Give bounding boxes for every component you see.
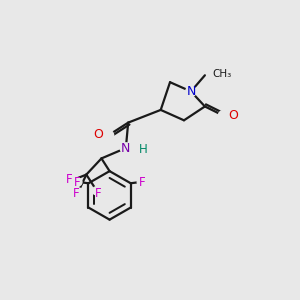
Ellipse shape: [186, 86, 196, 97]
Ellipse shape: [137, 178, 146, 186]
Ellipse shape: [92, 187, 101, 195]
Text: F: F: [139, 176, 145, 189]
Text: F: F: [66, 173, 73, 186]
Text: F: F: [74, 176, 81, 189]
Ellipse shape: [73, 178, 82, 186]
Text: F: F: [73, 187, 79, 200]
Text: F: F: [95, 187, 102, 200]
Text: O: O: [229, 109, 238, 122]
Text: CH₃: CH₃: [212, 69, 232, 79]
Ellipse shape: [120, 143, 132, 153]
Text: H: H: [139, 143, 148, 156]
Text: N: N: [187, 85, 196, 98]
Ellipse shape: [74, 188, 83, 196]
Ellipse shape: [67, 176, 76, 184]
Ellipse shape: [103, 130, 114, 140]
Ellipse shape: [218, 110, 229, 121]
Text: O: O: [93, 128, 103, 141]
Text: N: N: [121, 142, 130, 154]
